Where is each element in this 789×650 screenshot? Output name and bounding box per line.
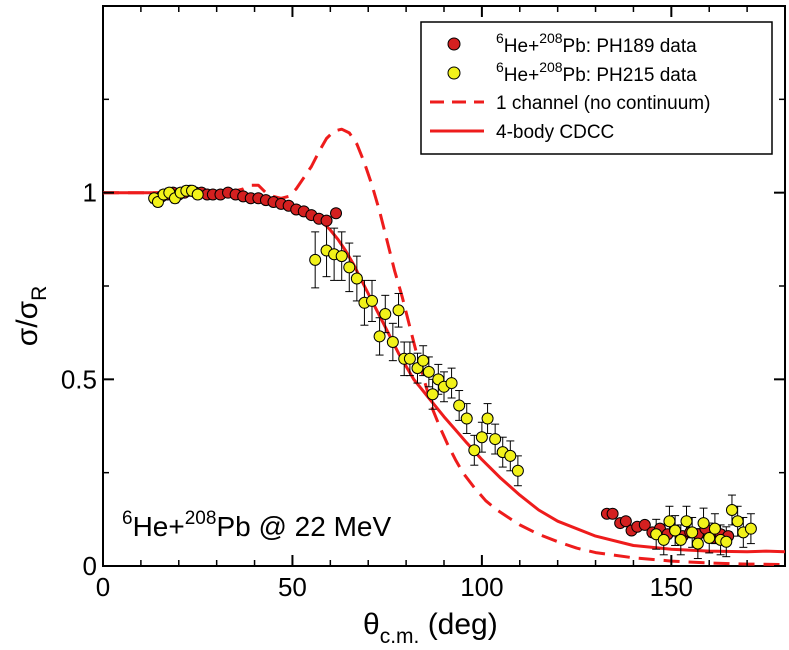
data-point-ph189 <box>638 518 651 531</box>
data-point-ph215 <box>392 304 405 317</box>
legend-label-ph215: 6He+208Pb: PH215 data <box>496 59 697 86</box>
data-point-ph215 <box>468 444 481 457</box>
legend-label-cdcc: 4-body CDCC <box>496 122 614 143</box>
data-point-ph215 <box>417 354 430 367</box>
data-point-ph215 <box>663 515 676 528</box>
data-point-ph215 <box>426 388 439 401</box>
x-tick-label: 100 <box>460 572 503 602</box>
data-point-ph215 <box>191 188 204 201</box>
data-point-ph215 <box>489 433 502 446</box>
data-point-ph215 <box>504 449 517 462</box>
data-point-ph215 <box>350 272 363 285</box>
data-point-ph215 <box>674 533 687 546</box>
x-tick-label: 0 <box>96 572 110 602</box>
data-point-ph189 <box>606 507 619 520</box>
data-point-ph215 <box>511 464 524 477</box>
y-tick-label: 0.5 <box>61 364 97 394</box>
data-point-ph215 <box>708 522 721 535</box>
data-point-ph215 <box>445 377 458 390</box>
data-point-ph189 <box>320 214 333 227</box>
errorbar-layer <box>150 185 755 560</box>
data-point-ph215 <box>657 533 670 546</box>
x-axis-title: θc.m. (deg) <box>363 608 498 648</box>
data-point-ph189 <box>330 207 343 220</box>
data-point-ph215 <box>386 336 399 348</box>
y-tick-label: 1 <box>83 178 97 208</box>
data-point-ph215 <box>460 412 473 425</box>
data-point-ph215 <box>731 515 744 528</box>
data-point-ph215 <box>703 532 716 544</box>
tick-layer: 0 50 100 150 0 0.5 1 <box>61 6 786 602</box>
data-point-ph215 <box>373 330 386 343</box>
data-point-ph215 <box>481 412 494 425</box>
data-point-ph215 <box>475 431 488 444</box>
legend: 6He+208Pb: PH189 data 6He+208Pb: PH215 d… <box>420 21 773 155</box>
legend-marker-ph189 <box>447 37 461 51</box>
point-layer <box>148 184 757 550</box>
y-axis-title: σ/σR <box>11 286 51 347</box>
data-point-ph215 <box>669 524 682 537</box>
data-point-ph215 <box>379 308 392 320</box>
data-point-ph215 <box>680 515 693 528</box>
data-point-ph215 <box>309 253 322 266</box>
x-tick-label: 50 <box>278 572 307 602</box>
data-point-ph215 <box>686 526 699 539</box>
data-point-ph215 <box>403 352 416 365</box>
y-tick-label: 0 <box>83 551 97 581</box>
data-point-ph215 <box>335 250 348 263</box>
data-point-ph215 <box>725 504 738 516</box>
data-point-ph215 <box>366 294 379 307</box>
data-point-ph215 <box>697 517 710 530</box>
data-point-ph215 <box>720 535 733 548</box>
data-point-ph215 <box>422 365 435 378</box>
legend-label-one-channel: 1 channel (no continuum) <box>496 93 710 114</box>
legend-label-ph189: 6He+208Pb: PH189 data <box>496 30 697 57</box>
x-tick-label: 150 <box>650 572 693 602</box>
data-point-ph215 <box>691 537 704 550</box>
data-point-ph215 <box>744 522 757 535</box>
data-point-ph189 <box>619 515 632 528</box>
reaction-annotation: 6He+208Pb @ 22 MeV <box>122 508 391 542</box>
data-point-ph215 <box>453 399 466 412</box>
one-channel-curve <box>103 127 786 566</box>
data-point-ph215 <box>343 261 356 274</box>
legend-marker-ph215 <box>447 66 461 80</box>
